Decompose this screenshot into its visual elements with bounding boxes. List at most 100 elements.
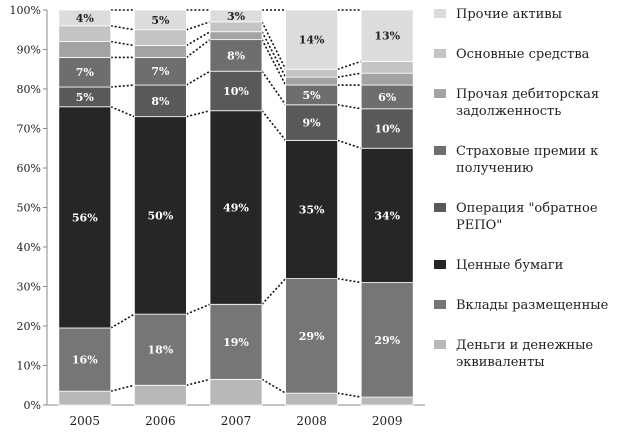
bar-segment [360,396,414,406]
legend-swatch [434,89,446,98]
legend-item: Ценные бумаги [434,258,563,273]
x-tick-label: 2007 [221,414,252,428]
data-label: 6% [378,91,397,104]
legend-item: Прочая дебиторская задолженность [434,87,599,119]
legend-swatch [434,146,446,155]
legend-item: Деньги и денежные эквиваленты [434,338,593,370]
data-label: 16% [72,354,98,367]
connector-line [186,378,211,387]
data-label: 10% [223,85,249,98]
bar-segment [133,313,187,386]
legend-swatch [434,9,446,18]
bar-segment [133,384,187,406]
connector-line [110,384,135,392]
connector-line [185,38,211,59]
bar-segment [133,116,187,315]
bars [58,9,414,406]
data-label: 10% [374,123,400,136]
connector-line [337,277,362,284]
data-label: 35% [299,203,325,216]
bar-segment [360,9,414,62]
bar-segment [285,104,339,141]
connector-line [110,313,135,329]
legend-swatch [434,203,446,212]
bar-segment [58,9,112,27]
data-label: 29% [374,334,400,347]
bar-segment [285,68,339,78]
x-tick-label: 2009 [372,414,403,428]
x-tick-label: 2006 [145,414,176,428]
data-label: 5% [151,14,170,27]
bar-segment [209,9,263,23]
data-label: 7% [76,66,95,79]
connector-line [261,278,287,305]
y-tick-label: 10% [17,360,41,373]
bar-segment [209,31,263,41]
y-tick-label: 60% [17,162,41,175]
data-label: 9% [303,117,322,130]
legend-item: Прочие активы [434,7,562,22]
y-tick-label: 100% [10,4,41,17]
legend-swatch [434,300,446,309]
connector-line [110,25,135,31]
y-tick-label: 40% [17,241,41,254]
bar-segment [133,29,187,46]
connector-line [185,31,211,47]
data-label: 50% [148,209,174,222]
bar-segment [58,57,112,88]
y-tick-label: 50% [17,202,41,215]
connector-line [185,70,211,86]
connector-line [261,39,287,86]
bar-segment [58,25,112,42]
bar-segment [360,282,414,398]
connector-line [186,109,211,118]
bar-segment [285,9,339,70]
data-label: 49% [223,202,249,215]
legend-item: Операция "обратное РЕПО" [434,201,598,233]
bar-segment [360,60,414,74]
data-label: 8% [151,95,170,108]
connector-line [261,378,287,394]
legend-item: Вклады размещенные [434,298,609,313]
connector-line [186,303,211,315]
connector-line [337,392,362,398]
bar-segment [360,147,414,283]
legend-item: Основные средства [434,47,590,62]
bar-segment [360,108,414,149]
x-tick-label: 2005 [70,414,101,428]
y-tick-label: 90% [17,44,41,57]
bar-segment [58,106,112,329]
legend-label: Операция "обратное РЕПО" [456,201,598,233]
connector-line [186,21,211,31]
legend-label: Страховые премии к получению [456,144,598,176]
data-label: 56% [72,211,98,224]
y-tick-label: 20% [17,320,41,333]
bar-segment [209,378,263,406]
legend-item: Страховые премии к получению [434,144,598,176]
data-label: 5% [76,91,95,104]
connector-line [261,70,287,106]
data-label: 29% [299,330,325,343]
bar-segment [58,327,112,392]
legend-swatch [434,340,446,349]
legend-label: Прочие активы [456,7,562,22]
bar-segment [209,70,263,112]
bar-segment [285,392,339,406]
bar-segment [360,72,414,86]
legend-label: Деньги и денежные эквиваленты [456,338,593,370]
legend-swatch [434,49,446,58]
data-label: 19% [223,336,249,349]
x-tick-label: 2008 [296,414,327,428]
bar-segment [133,45,187,58]
bar-segment [209,303,263,380]
connector-line [110,106,135,118]
data-label: 13% [374,30,400,43]
connector-line [337,60,362,71]
data-label: 4% [76,12,95,25]
connector-line [110,84,135,88]
connector-line [337,72,362,78]
data-label: 8% [227,49,246,62]
y-tick-label: 80% [17,83,41,96]
y-tick-label: 70% [17,123,41,136]
